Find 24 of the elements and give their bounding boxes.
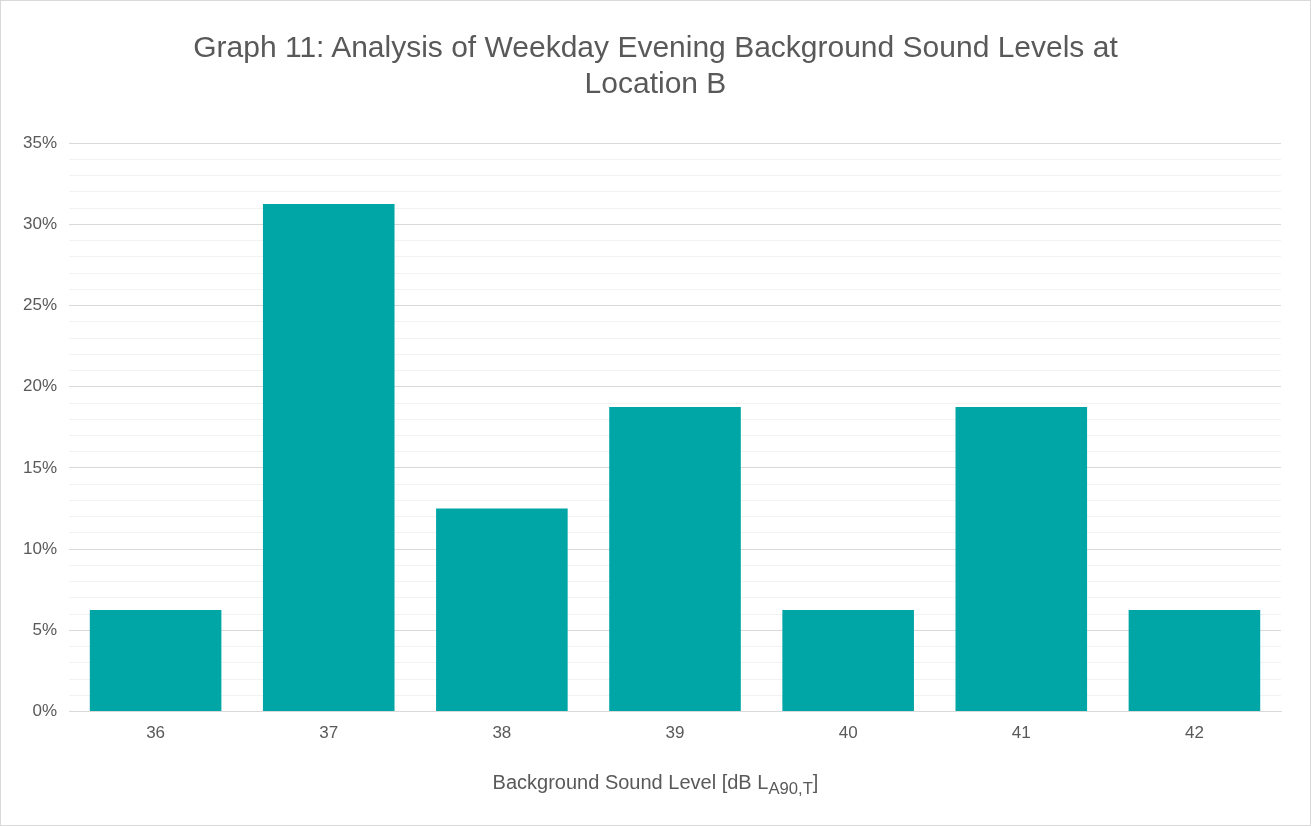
x-axis-title: Background Sound Level [dB L$_{A90,T}$]	[491, 771, 820, 799]
bar	[609, 407, 741, 712]
y-tick-label: 25%	[22, 295, 58, 315]
y-tick-label: 15%	[22, 457, 58, 477]
x-tick-label: 38	[492, 723, 512, 743]
bar	[1128, 610, 1261, 712]
bar	[262, 204, 395, 712]
x-tick-label: 42	[1184, 723, 1204, 743]
y-tick-label: 0%	[32, 701, 58, 721]
y-tick-label: 5%	[32, 620, 58, 640]
y-tick-label: 30%	[22, 214, 58, 234]
x-tick-label: 40	[838, 723, 858, 743]
y-tick-label: 20%	[22, 376, 58, 396]
x-tick-label: 39	[665, 723, 685, 743]
x-tick-label: 36	[146, 723, 166, 743]
chart-title: Graph 11: Analysis of Weekday Evening Background Sound Levels at Location B	[192, 29, 1119, 101]
y-tick-label: 10%	[22, 538, 58, 558]
x-tick-label: 41	[1011, 723, 1031, 743]
y-tick-label: 35%	[22, 132, 58, 152]
bar	[782, 610, 914, 712]
bar	[436, 508, 568, 712]
x-tick-label: 37	[319, 723, 339, 743]
bar	[955, 407, 1088, 712]
bar	[89, 610, 222, 712]
